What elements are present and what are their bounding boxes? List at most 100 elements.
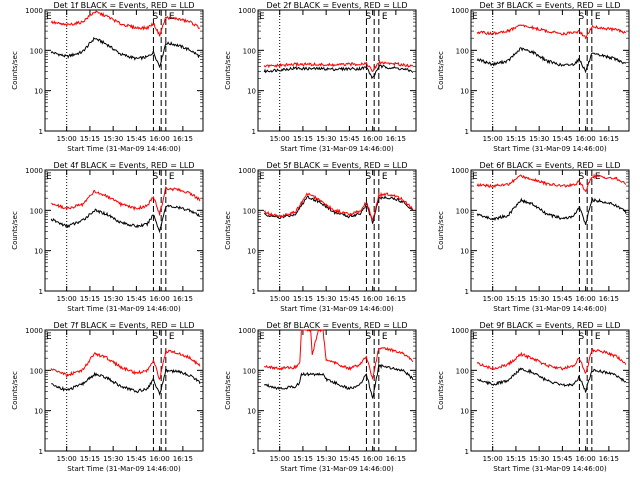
- y-tick-label: 1000: [25, 327, 43, 335]
- y-tick-label: 1: [39, 128, 43, 136]
- x-tick-label: 16:15: [599, 295, 619, 303]
- x-tick-label: 15:00: [57, 295, 77, 303]
- x-tick-label: 15:15: [80, 135, 100, 143]
- x-tick-label: 15:00: [483, 135, 503, 143]
- x-tick-label: 15:45: [552, 135, 572, 143]
- y-tick-label: 1: [252, 128, 256, 136]
- panel-title: Det 6f BLACK = Events, RED = LLD: [479, 161, 620, 170]
- y-tick-label: 1000: [451, 327, 469, 335]
- x-tick-label: 15:45: [126, 295, 146, 303]
- marker-label-e: E: [595, 12, 601, 22]
- marker-label-s: S: [365, 12, 371, 22]
- detector-panel: Det 9f BLACK = Events, RED = LLD 1 10 100 10…: [437, 321, 630, 473]
- y-axis-label: Counts/sec: [11, 51, 19, 90]
- x-tick-label: 15:45: [126, 135, 146, 143]
- lld-series-line: [263, 191, 414, 221]
- y-tick-label: 1: [39, 288, 43, 296]
- y-tick-label: 1: [465, 128, 469, 136]
- y-tick-label: 1000: [25, 167, 43, 175]
- x-tick-label: 15:30: [316, 295, 336, 303]
- marker-label-e: E: [169, 332, 175, 342]
- y-tick-label: 100: [30, 207, 43, 215]
- marker-label-s: S: [578, 12, 584, 22]
- events-series-line: [263, 362, 414, 400]
- panel-title: Det 7f BLACK = Events, RED = LLD: [53, 321, 194, 330]
- marker-label-e: E: [472, 12, 478, 22]
- x-axis-label: Start Time (31-Mar-09 14:46:00): [493, 145, 607, 153]
- x-tick-label: 15:30: [529, 135, 549, 143]
- marker-label-s: S: [152, 12, 158, 22]
- marker-label-e: E: [382, 332, 388, 342]
- x-axis-label: Start Time (31-Mar-09 14:46:00): [67, 305, 181, 313]
- marker-label-s: S: [365, 332, 371, 342]
- marker-label-s: S: [152, 332, 158, 342]
- plot-frame: [257, 9, 417, 132]
- y-tick-label: 10: [247, 248, 256, 256]
- x-tick-label: 16:00: [363, 455, 383, 463]
- events-series-line: [476, 47, 627, 74]
- marker-label-s: S: [578, 332, 584, 342]
- marker-label-e: E: [259, 12, 265, 22]
- y-axis-label: Counts/sec: [224, 211, 232, 250]
- detector-panel: Det 7f BLACK = Events, RED = LLD 1 10 100 10…: [11, 321, 204, 473]
- y-axis-label: Counts/sec: [224, 51, 232, 90]
- plot-frame: [470, 9, 630, 132]
- marker-label-e: E: [46, 332, 52, 342]
- y-tick-label: 1: [252, 288, 256, 296]
- x-tick-label: 16:15: [599, 455, 619, 463]
- marker-label-e: E: [382, 12, 388, 22]
- x-tick-label: 15:15: [506, 135, 526, 143]
- marker-label-e: E: [169, 172, 175, 182]
- plot-frame: [470, 329, 630, 452]
- marker-label-e: E: [595, 332, 601, 342]
- y-tick-label: 100: [243, 367, 256, 375]
- plot-frame: [44, 329, 204, 452]
- lld-series-line: [476, 24, 626, 40]
- x-tick-label: 15:00: [270, 135, 290, 143]
- x-tick-label: 16:00: [576, 295, 596, 303]
- y-tick-label: 1000: [238, 167, 256, 175]
- y-tick-label: 10: [34, 88, 43, 96]
- y-tick-label: 1: [39, 448, 43, 456]
- y-tick-label: 100: [456, 47, 469, 55]
- panel-title: Det 3f BLACK = Events, RED = LLD: [479, 1, 620, 10]
- x-tick-label: 15:45: [339, 135, 359, 143]
- y-tick-label: 10: [247, 88, 256, 96]
- y-tick-label: 10: [460, 408, 469, 416]
- x-axis-label: Start Time (31-Mar-09 14:46:00): [67, 145, 181, 153]
- x-tick-label: 16:15: [386, 295, 406, 303]
- x-tick-label: 16:00: [150, 295, 170, 303]
- marker-label-s: S: [152, 172, 158, 182]
- x-tick-label: 16:00: [363, 135, 383, 143]
- x-tick-label: 16:00: [576, 455, 596, 463]
- x-tick-label: 16:00: [150, 455, 170, 463]
- x-axis-label: Start Time (31-Mar-09 14:46:00): [493, 305, 607, 313]
- x-tick-label: 15:30: [103, 455, 123, 463]
- x-tick-label: 15:45: [552, 455, 572, 463]
- y-tick-label: 1000: [25, 7, 43, 15]
- plot-frame: [257, 329, 417, 452]
- y-tick-label: 1000: [451, 7, 469, 15]
- x-tick-label: 15:30: [316, 135, 336, 143]
- marker-label-s: S: [365, 172, 371, 182]
- x-tick-label: 16:15: [386, 455, 406, 463]
- events-series-line: [263, 64, 414, 80]
- x-tick-label: 16:15: [173, 295, 193, 303]
- x-axis-label: Start Time (31-Mar-09 14:46:00): [280, 305, 394, 313]
- x-tick-label: 16:15: [173, 455, 193, 463]
- events-series-line: [50, 204, 201, 234]
- y-tick-label: 10: [247, 408, 256, 416]
- marker-label-e: E: [382, 172, 388, 182]
- marker-label-e: E: [46, 172, 52, 182]
- detector-panel: Det 8f BLACK = Events, RED = LLD 1 10 100 10…: [224, 321, 417, 473]
- x-tick-label: 15:15: [293, 455, 313, 463]
- x-axis-label: Start Time (31-Mar-09 14:46:00): [280, 145, 394, 153]
- x-tick-label: 15:15: [293, 295, 313, 303]
- marker-label-e: E: [46, 12, 52, 22]
- events-series-line: [476, 197, 627, 225]
- panel-title: Det 9f BLACK = Events, RED = LLD: [479, 321, 620, 330]
- x-tick-label: 15:15: [80, 295, 100, 303]
- y-tick-label: 1: [465, 288, 469, 296]
- lld-series-line: [476, 173, 627, 193]
